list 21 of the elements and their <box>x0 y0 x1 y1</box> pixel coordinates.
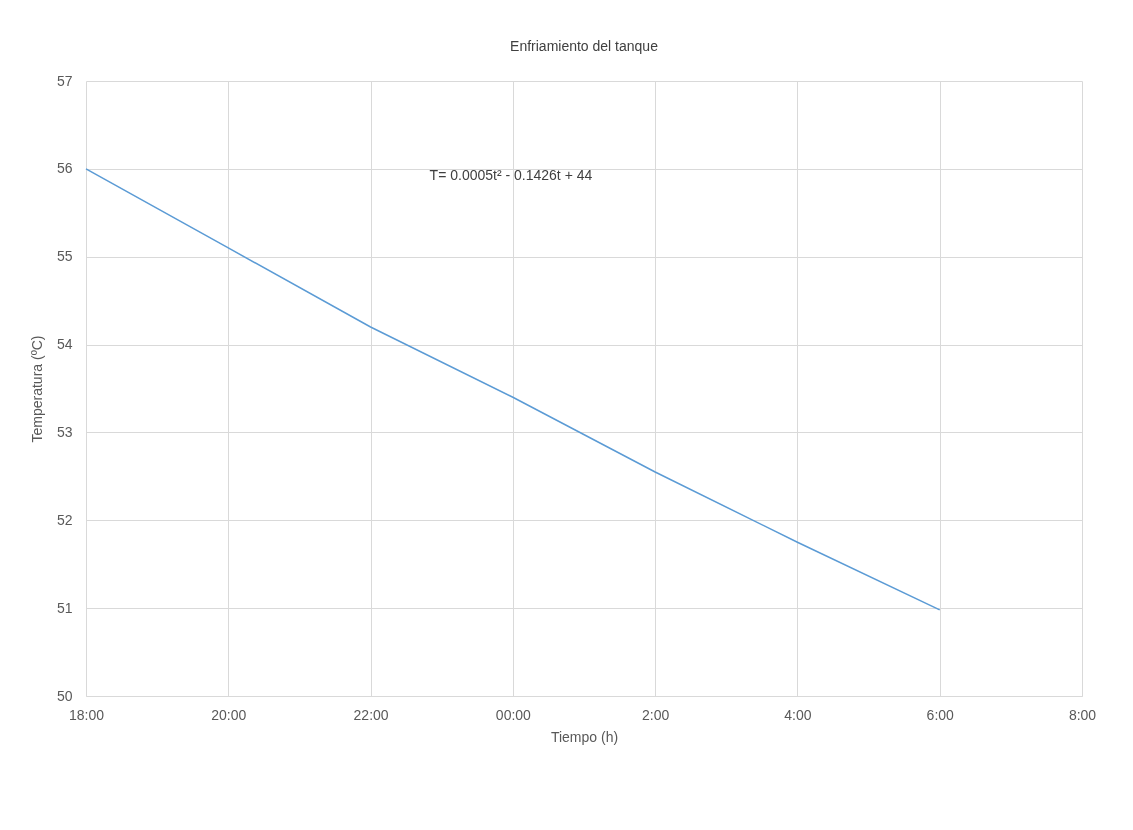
x-tick-label: 18:00 <box>68 706 105 723</box>
y-tick-label: 55 <box>56 248 73 265</box>
x-tick-label: 22:00 <box>353 706 389 723</box>
annotation: T= 0.0005t² - 0.1426t + 44 <box>429 167 593 184</box>
x-tick-label: 00:00 <box>495 706 532 723</box>
y-tick-label: 54 <box>56 336 73 353</box>
chart-title: Enfriamiento del tanque <box>510 38 659 54</box>
x-tick-label: 8:00 <box>1068 706 1097 723</box>
x-axis-title: Tiempo (h) <box>550 728 619 745</box>
x-tick-label: 4:00 <box>784 706 812 723</box>
line-series <box>85 168 941 611</box>
y-tick-label: 52 <box>56 511 73 528</box>
y-axis-title: Temperatura (ºC) <box>28 335 45 443</box>
y-tick-label: 53 <box>56 423 73 440</box>
x-tick-label: 20:00 <box>211 706 247 723</box>
y-tick-label: 56 <box>56 160 73 177</box>
y-tick-label: 51 <box>56 599 73 616</box>
y-tick-label: 50 <box>56 687 73 704</box>
x-tick-label: 2:00 <box>642 706 670 723</box>
x-tick-label: 6:00 <box>926 706 955 723</box>
y-tick-label: 57 <box>56 72 73 89</box>
